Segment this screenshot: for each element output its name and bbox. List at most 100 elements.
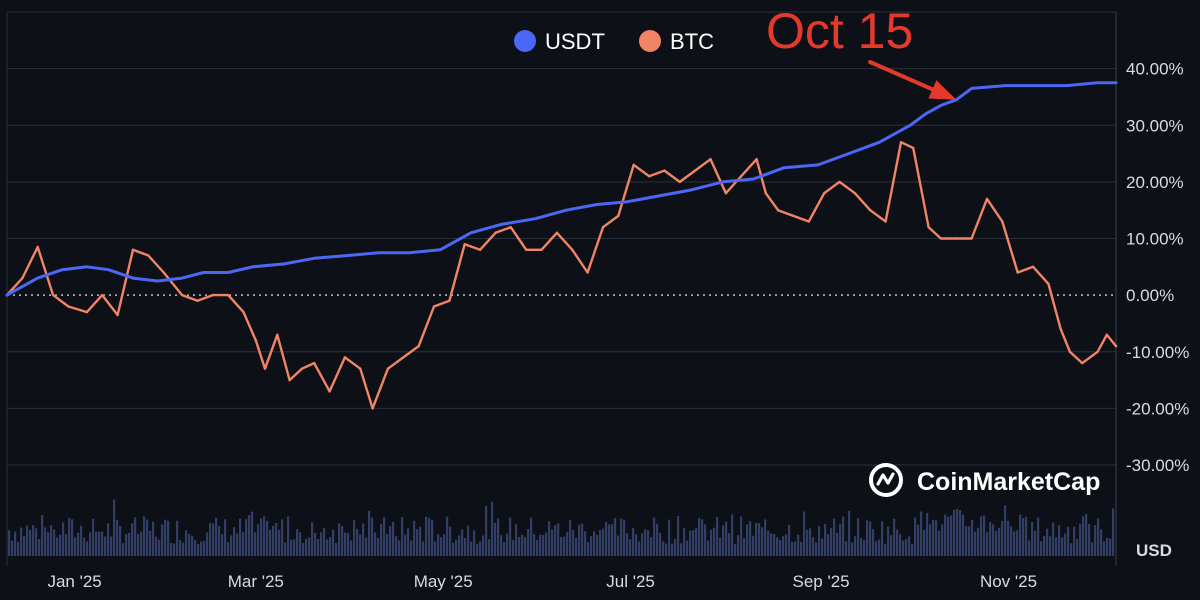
volume-bar bbox=[632, 527, 635, 556]
volume-bar bbox=[95, 531, 98, 556]
volume-bar bbox=[242, 532, 245, 556]
volume-bar bbox=[890, 535, 893, 556]
volume-bar bbox=[851, 542, 854, 556]
series-point-btc bbox=[448, 299, 451, 302]
volume-bar bbox=[137, 533, 140, 556]
volume-bar bbox=[539, 534, 542, 556]
volume-bar bbox=[68, 518, 71, 556]
series-point-btc bbox=[927, 226, 930, 229]
volume-bar bbox=[218, 526, 221, 556]
series-point-btc bbox=[970, 237, 973, 240]
volume-bar bbox=[1037, 517, 1040, 556]
oct15-annotation: Oct 15 bbox=[766, 3, 957, 100]
volume-bar bbox=[1025, 516, 1028, 556]
volume-bar bbox=[128, 532, 131, 556]
volume-bar bbox=[722, 525, 725, 556]
volume-bar bbox=[1013, 531, 1016, 556]
volume-bar bbox=[227, 542, 230, 556]
volume-bar bbox=[920, 511, 923, 556]
volume-bar bbox=[143, 516, 146, 556]
y-axis-ticks: 40.00% 30.00% 20.00% 10.00% 0.00% -10.00% -20.… bbox=[1126, 60, 1189, 475]
volume-bar bbox=[1067, 526, 1070, 556]
legend-item-usdt[interactable]: USDT bbox=[514, 29, 605, 54]
volume-bar bbox=[440, 537, 443, 556]
volume-bar bbox=[908, 536, 911, 556]
volume-bar bbox=[773, 533, 776, 556]
volume-bar bbox=[17, 541, 20, 556]
volume-bar bbox=[257, 524, 260, 556]
volume-bar bbox=[914, 517, 917, 556]
series-point-btc bbox=[211, 293, 214, 297]
volume-bar bbox=[635, 534, 638, 556]
series-point-btc bbox=[196, 299, 199, 302]
x-tick-label: Jan '25 bbox=[47, 572, 101, 591]
series-point-btc bbox=[823, 192, 826, 195]
volume-bar bbox=[362, 523, 365, 556]
volume-bar bbox=[497, 518, 500, 556]
series-point-btc bbox=[1031, 265, 1035, 268]
x-tick-label: Sep '25 bbox=[793, 572, 850, 591]
volume-bar bbox=[785, 534, 788, 556]
x-axis-ticks: Jan '25 Mar '25 May '25 Jul '25 Sep '25 Nov '… bbox=[47, 572, 1037, 591]
volume-bar bbox=[710, 529, 713, 556]
volume-bar bbox=[1109, 538, 1112, 556]
series-point-usdt bbox=[657, 194, 660, 198]
volume-bar bbox=[1034, 530, 1037, 556]
series-point-btc bbox=[1114, 344, 1118, 348]
volume-bar bbox=[356, 528, 359, 556]
volume-bar bbox=[602, 528, 605, 556]
series-point-btc bbox=[328, 390, 331, 393]
legend-item-btc[interactable]: BTC bbox=[639, 29, 714, 54]
volume-bar bbox=[287, 516, 290, 556]
volume-bar bbox=[728, 533, 731, 556]
volume-bar bbox=[650, 537, 653, 556]
volume-bar bbox=[1040, 541, 1043, 556]
volume-bar bbox=[455, 539, 458, 556]
volume-bar bbox=[200, 541, 203, 556]
volume-bar bbox=[326, 539, 329, 556]
volume-bar bbox=[827, 534, 830, 556]
volume-bar bbox=[32, 525, 35, 556]
volume-bar bbox=[386, 534, 389, 556]
volume-bar bbox=[986, 532, 989, 556]
series-point-btc bbox=[463, 243, 466, 246]
volume-bar bbox=[860, 538, 863, 556]
annotation-arrow-head bbox=[928, 80, 957, 100]
series-point-btc bbox=[755, 158, 758, 161]
volume-bar bbox=[944, 514, 947, 556]
volume-bar bbox=[725, 521, 728, 556]
volume-bar bbox=[215, 517, 218, 556]
volume-bar bbox=[719, 537, 722, 556]
volume-bar bbox=[683, 528, 686, 556]
series-point-usdt bbox=[878, 141, 881, 144]
series-point-btc bbox=[647, 175, 651, 178]
volume-bar bbox=[1052, 522, 1055, 556]
volume-bar bbox=[347, 533, 350, 556]
series-point-btc bbox=[1001, 220, 1004, 223]
series-point-usdt bbox=[816, 163, 820, 167]
volume-bar bbox=[188, 534, 191, 556]
volume-bar bbox=[590, 536, 593, 556]
volume-bar bbox=[194, 540, 197, 556]
series-point-btc bbox=[724, 192, 728, 195]
volume-bar bbox=[206, 532, 209, 556]
annotation-label: Oct 15 bbox=[766, 3, 913, 59]
x-tick-label: May '25 bbox=[414, 572, 473, 591]
currency-unit-label: USD bbox=[1136, 541, 1172, 560]
volume-bar bbox=[923, 530, 926, 556]
volume-bar bbox=[263, 516, 266, 556]
volume-bar bbox=[581, 523, 584, 556]
volume-bar bbox=[212, 523, 215, 556]
volume-bar bbox=[191, 535, 194, 556]
volume-bar bbox=[926, 512, 929, 556]
volume-bar bbox=[668, 519, 671, 556]
series-point-usdt bbox=[131, 276, 135, 280]
volume-bar bbox=[203, 540, 206, 556]
series-point-usdt bbox=[909, 124, 912, 127]
volume-bar bbox=[374, 532, 377, 556]
volume-bar bbox=[119, 526, 122, 556]
volume-bar bbox=[767, 530, 770, 556]
volume-bar bbox=[383, 516, 386, 556]
series-point-usdt bbox=[924, 112, 927, 116]
volume-bar bbox=[302, 543, 305, 556]
